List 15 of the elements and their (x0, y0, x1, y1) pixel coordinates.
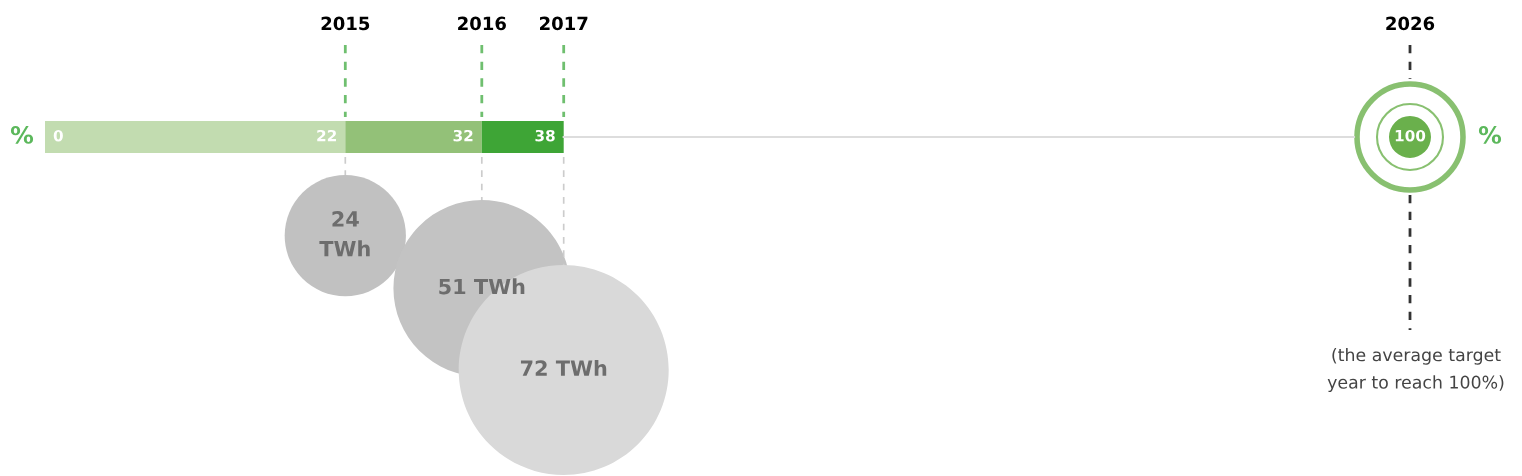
data-label: 32 (453, 129, 473, 142)
text: % (10, 125, 34, 144)
data-label: 51 TWh (439, 278, 525, 295)
data-label: 38 (535, 129, 555, 142)
text: % (1478, 125, 1502, 144)
category-label: 2026 (1386, 16, 1435, 31)
category-label: 2015 (321, 16, 370, 31)
data-label: 22 (317, 129, 336, 142)
data-label: 100 (1395, 129, 1426, 142)
data-label: 72 TWh (520, 359, 607, 376)
data-label: 24 TWh (319, 211, 370, 257)
category-label: 2017 (540, 16, 588, 31)
text: 0 (53, 129, 63, 142)
category-label: 2016 (458, 16, 506, 31)
text: (the average target year to reach 100%) (1327, 347, 1504, 393)
